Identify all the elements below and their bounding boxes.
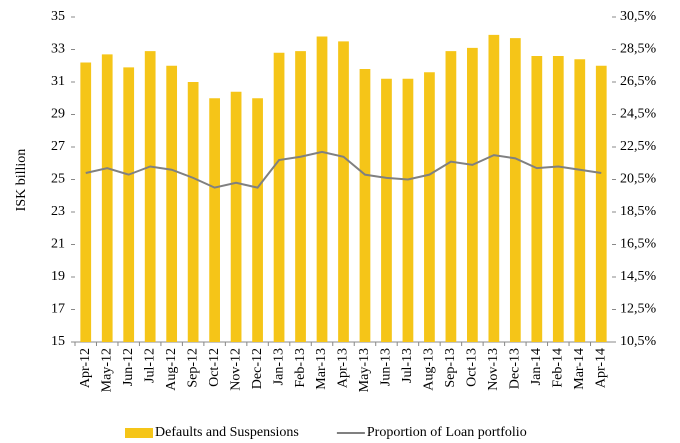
y2-tick-label: 24,5% [620, 107, 657, 122]
x-tick-label: Mar-14 [572, 348, 587, 390]
bar [187, 82, 199, 342]
y-tick-label: 21 [51, 237, 65, 252]
x-tick-label: Jan-13 [271, 348, 286, 385]
legend-label: Defaults and Suspensions [155, 425, 299, 440]
x-tick-label: Nov-13 [486, 348, 501, 391]
x-tick-label: May-13 [357, 348, 372, 392]
x-tick-label: Feb-14 [551, 348, 566, 388]
y-tick-label: 15 [51, 334, 65, 349]
bar [509, 38, 521, 342]
x-tick-label: Mar-13 [314, 348, 329, 390]
x-tick-label: Feb-13 [293, 348, 308, 388]
bar [574, 59, 586, 342]
legend-label: Proportion of Loan portfolio [367, 425, 527, 440]
bar [80, 62, 92, 342]
bar [252, 98, 263, 342]
x-tick-label: Oct-13 [465, 348, 480, 387]
bar [166, 65, 178, 342]
y2-tick-label: 30,5% [620, 9, 657, 24]
x-tick-label: May-12 [99, 348, 114, 392]
bar [595, 65, 607, 342]
y2-tick-label: 18,5% [620, 204, 657, 219]
y-tick-label: 29 [51, 107, 65, 122]
y-tick-label: 35 [51, 9, 65, 24]
y2-tick-label: 28,5% [620, 42, 657, 57]
x-tick-label: Oct-12 [207, 348, 222, 387]
y-tick-label: 33 [51, 42, 65, 57]
x-tick-label: Jun-13 [379, 348, 394, 386]
bar [488, 34, 500, 342]
bar [445, 51, 457, 342]
y2-tick-label: 14,5% [620, 269, 657, 284]
x-tick-label: Jun-12 [121, 348, 136, 386]
y2-tick-label: 20,5% [620, 172, 657, 187]
y2-tick-label: 12,5% [620, 302, 657, 317]
y-tick-label: 27 [51, 139, 65, 154]
x-tick-label: Jan-14 [529, 348, 544, 385]
x-tick-label: Dec-12 [250, 348, 265, 389]
bar [531, 56, 543, 342]
bar [101, 54, 113, 342]
x-tick-label: Apr-14 [593, 348, 608, 388]
x-tick-label: Apr-13 [336, 348, 351, 388]
x-tick-label: Nov-12 [228, 348, 243, 391]
bar [552, 56, 564, 342]
bar [316, 36, 328, 342]
bar [467, 47, 478, 342]
bar [295, 51, 306, 342]
y-tick-label: 25 [51, 172, 65, 187]
bar [402, 78, 414, 342]
y2-tick-label: 10,5% [620, 334, 657, 349]
y-tick-label: 31 [51, 74, 65, 89]
bar [273, 52, 285, 342]
bar [209, 98, 220, 342]
y2-tick-label: 16,5% [620, 237, 657, 252]
y-axis-title: ISK billion [14, 149, 29, 212]
x-tick-label: Jul-12 [142, 348, 157, 383]
y-tick-label: 23 [51, 204, 65, 219]
y-tick-label: 19 [51, 269, 65, 284]
legend-swatch [125, 428, 153, 438]
bar [144, 51, 156, 342]
bar [230, 91, 242, 342]
line [85, 150, 602, 189]
x-tick-label: Aug-13 [422, 348, 437, 391]
bar [123, 67, 135, 342]
x-tick-label: Sep-13 [443, 348, 458, 388]
bar [424, 72, 435, 342]
x-tick-label: Sep-12 [185, 348, 200, 388]
y2-tick-label: 22,5% [620, 139, 657, 154]
bar [359, 69, 371, 342]
x-tick-label: Apr-12 [78, 348, 93, 388]
y-tick-label: 17 [51, 302, 65, 317]
bar [381, 78, 392, 342]
x-tick-label: Dec-13 [508, 348, 523, 389]
x-tick-label: Aug-12 [164, 348, 179, 391]
x-tick-label: Jul-13 [400, 348, 415, 383]
y2-tick-label: 26,5% [620, 74, 657, 89]
bar [338, 41, 349, 342]
